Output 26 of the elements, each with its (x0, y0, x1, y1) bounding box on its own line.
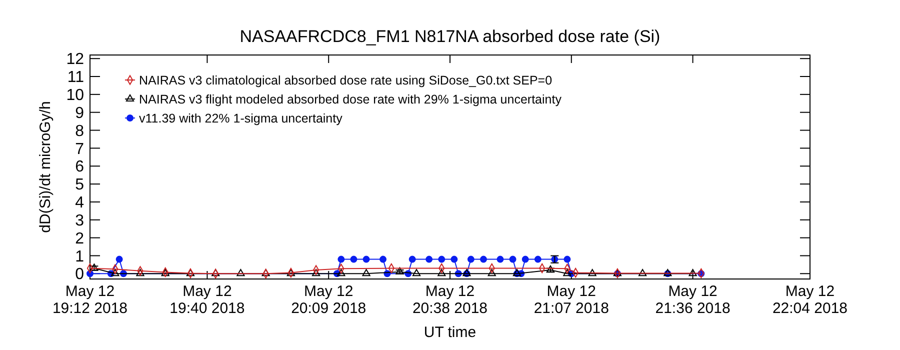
y-tick-label: 8 (75, 122, 84, 140)
y-tick-label: 2 (75, 230, 84, 248)
x-tick-label: May 12 21:07 2018 (534, 283, 609, 317)
y-tick-label: 10 (66, 87, 84, 104)
x-tick-label: May 12 22:04 2018 (772, 283, 848, 317)
chart-title: NASAAFRCDC8_FM1 N817NA absorbed dose rate (Si) (240, 27, 660, 46)
legend-label: NAIRAS v3 climatological absorbed dose rate using SiDose_G0.txt SEP=0 (139, 73, 552, 88)
x-tick-label: May 12 21:36 2018 (655, 283, 730, 317)
x-axis-title: UT time (424, 324, 476, 341)
y-tick-label: 0 (75, 266, 84, 284)
y-tick-label: 7 (75, 140, 84, 158)
legend-label: v11.39 with 22% 1-sigma uncertainty (139, 111, 344, 126)
x-tick-label: May 12 19:12 2018 (52, 283, 128, 317)
y-tick-label: 9 (75, 104, 84, 122)
x-tick-label: May 12 20:38 2018 (412, 283, 488, 317)
legend-label: NAIRAS v3 flight modeled absorbed dose rate with 29% 1-sigma uncertainty (139, 92, 562, 106)
y-tick-label: 4 (75, 194, 84, 212)
y-tick-label: 5 (75, 176, 84, 194)
x-tick-label: May 12 19:40 2018 (170, 283, 245, 317)
x-tick-label: May 12 20:09 2018 (291, 283, 366, 317)
y-tick-label: 3 (75, 212, 84, 230)
y-tick-label: 1 (75, 248, 84, 266)
y-tick-label: 12 (66, 51, 84, 68)
y-tick-label: 6 (75, 158, 84, 176)
y-axis-title: dD(Si)/dt microGy/h (37, 101, 54, 233)
y-tick-label: 11 (67, 69, 84, 86)
